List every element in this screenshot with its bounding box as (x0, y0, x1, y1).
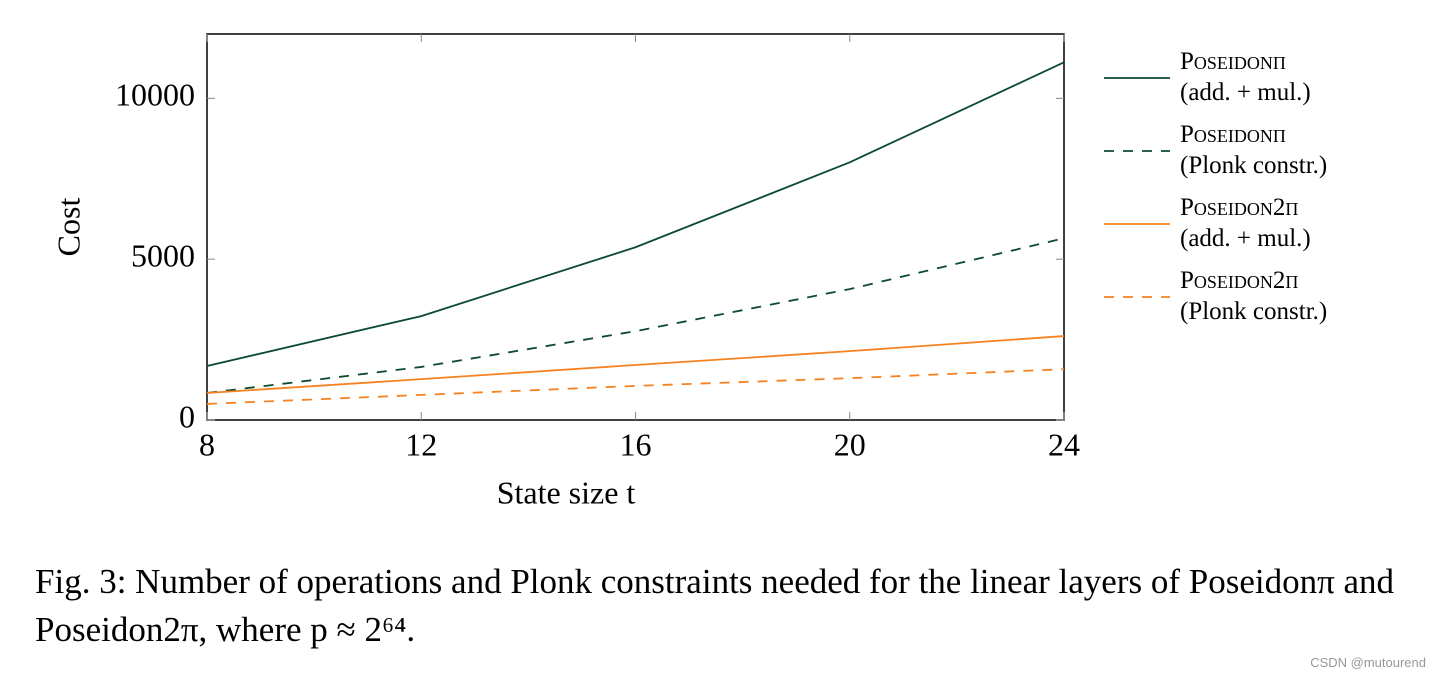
chart: State size t Cost 8 12 16 20 24 0 5000 10000 Pos… (50, 33, 1328, 510)
legend-entry: Poseidonπ (Plonk constr.) (1180, 121, 1328, 179)
y-tick-label: 10000 (115, 77, 195, 113)
legend-entry: Poseidonπ (add. + mul.) (1180, 48, 1311, 106)
x-tick-label: 16 (620, 426, 652, 462)
legend-label: Poseidonπ (add. + mul.) (1180, 48, 1311, 106)
caption: Fig. 3: Number of operations and Plonk c… (35, 562, 1395, 649)
x-tick-label: 12 (405, 426, 437, 462)
y-axis-label: Cost (50, 198, 86, 257)
x-tick-label: 24 (1048, 426, 1080, 462)
legend-entry: Poseidon2π (add. + mul.) (1180, 194, 1311, 252)
series-line (206, 368, 1065, 405)
x-axis-label: State size t (497, 474, 636, 510)
y-tick-label: 5000 (131, 238, 195, 274)
plot-frame (206, 33, 1065, 421)
x-tick-label: 8 (199, 426, 215, 462)
legend-entry: Poseidon2π (Plonk constr.) (1180, 267, 1328, 325)
legend-label: Poseidon2π (Plonk constr.) (1180, 267, 1328, 325)
watermark: CSDN @mutourend (1310, 655, 1426, 670)
series-line (206, 237, 1065, 394)
x-tick-label: 20 (834, 426, 866, 462)
legend-label: Poseidon2π (add. + mul.) (1180, 194, 1311, 252)
legend-label: Poseidonπ (Plonk constr.) (1180, 121, 1328, 179)
y-tick-label: 0 (179, 398, 195, 434)
series-line (206, 61, 1065, 367)
series-line (206, 335, 1065, 394)
